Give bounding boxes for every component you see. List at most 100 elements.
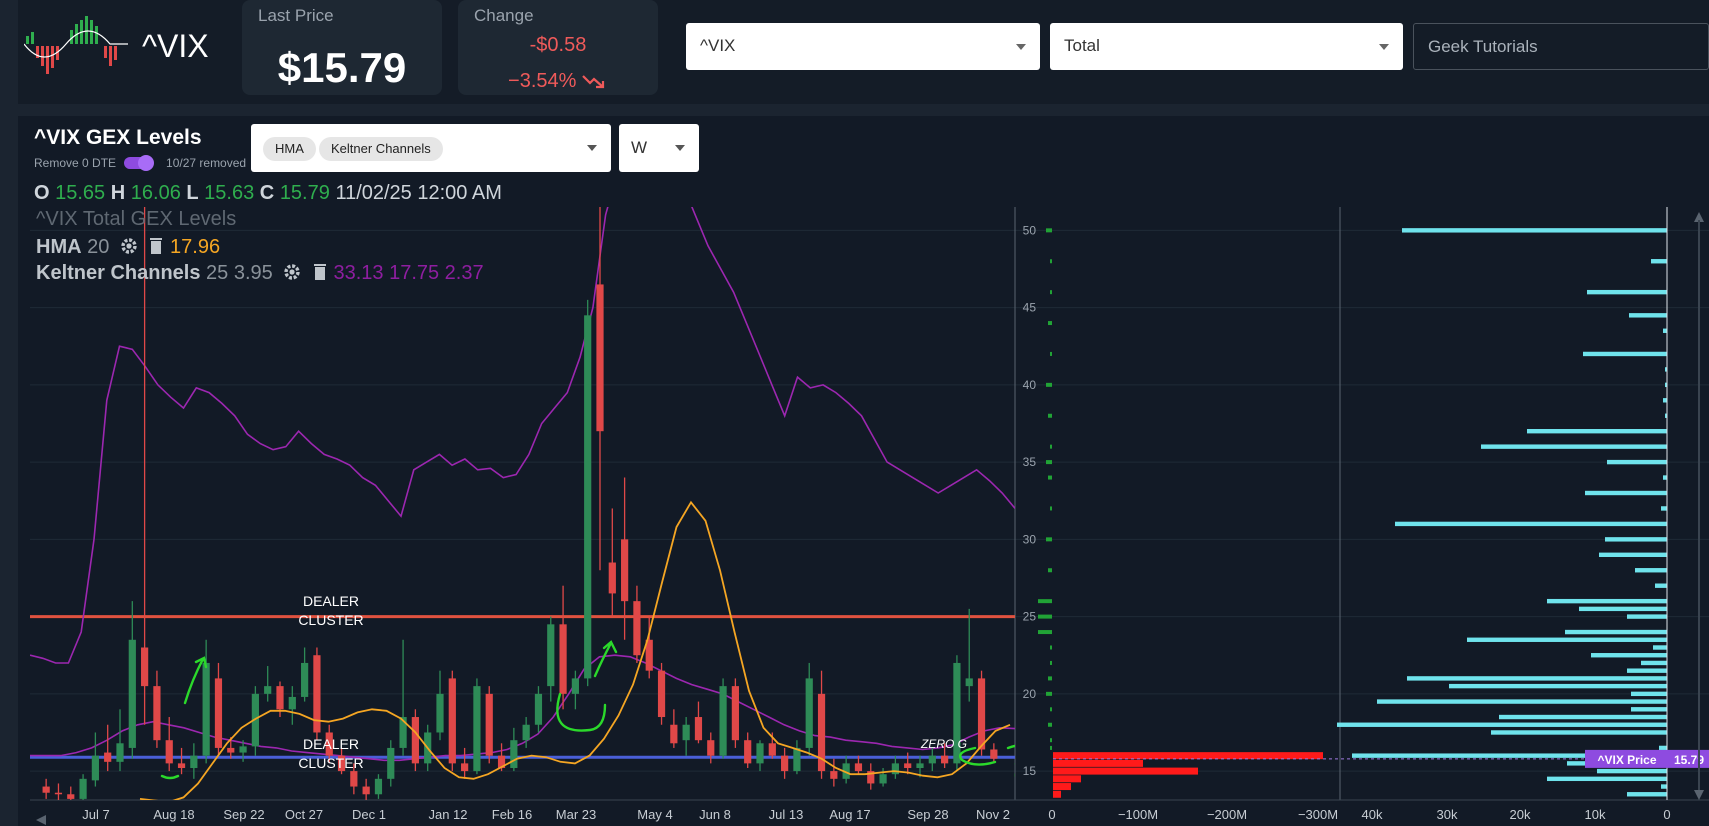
abs-gex-bar [1663,475,1667,480]
abs-gex-bar [1631,691,1667,697]
abs-gex-bar [1607,459,1667,465]
net-gex-bar [1048,722,1052,727]
candle-body [633,601,641,656]
y-tick-label: 35 [1023,455,1037,469]
abs-gex-bar [1627,792,1667,797]
legend-series-title-text: ^VIX Total GEX Levels [36,208,237,230]
gear-icon[interactable] [119,236,139,256]
net-gex-bar [1053,783,1071,791]
chevron-down-icon [587,145,597,151]
net-gex-bar [1050,506,1052,511]
indicator-chip-keltner[interactable]: Keltner Channels [319,137,443,161]
change-pct-text: −3.54% [508,70,577,92]
candle-body [202,662,210,756]
abs-gex-bar [1651,259,1667,264]
remove-0dte-row: Remove 0 DTE 10/27 removed [34,155,247,171]
keltner-upper-line [30,207,1015,664]
net-gex-bar [1053,759,1143,767]
legend-keltner-params: 25 3.95 [206,262,273,284]
abs-gex-bar [1547,598,1667,604]
candle-body [239,746,247,753]
abs-gex-bars [1337,228,1667,797]
abs-gex-bar [1663,328,1667,333]
candle-body [534,693,543,725]
ohlc-c-value: 15.79 [279,182,330,204]
candle-body [177,763,186,769]
hand-annotations [160,640,1015,780]
net-gex-bar [1046,460,1052,465]
net-gex-bar [1050,290,1052,295]
timeframe-select[interactable]: W [619,124,699,172]
indicator-select[interactable]: HMA Keltner Channels [251,124,611,172]
abs-gex-tick-label: 10k [1585,807,1606,822]
hand-arrow-up [593,640,618,678]
candle-body [547,624,555,687]
logo-icon [24,16,128,74]
price-tag-label-bg [1585,749,1669,768]
y-tick-label: 50 [1023,223,1037,237]
gex-type-select[interactable]: Total [1050,23,1403,70]
abs-gex-bar [1395,521,1667,527]
price-pane [30,207,1015,800]
net-gex-bar [1046,691,1052,696]
candle-body [485,693,493,756]
ohlc-o-label: O [34,182,50,204]
trash-icon[interactable] [148,236,164,256]
abs-gex-bar [1591,653,1667,658]
price-tag: ^VIX Price 15.79 [1585,749,1709,768]
candle-body [473,686,481,772]
abs-gex-bar [1599,552,1667,557]
abs-gex-bar [1661,784,1667,789]
abs-gex-tick-label: 30k [1437,807,1458,822]
legend-keltner: Keltner Channels 25 3.95 33.13 17.75 2.3… [36,262,484,285]
chart-panel [18,116,1709,826]
candle-body [990,749,998,759]
candle-body [264,686,272,694]
x-tick-label: Jul 7 [82,807,109,822]
candle-body [374,778,383,795]
candle-body [694,717,703,741]
candle-body [411,717,419,764]
y-tick-label: 15 [1023,764,1037,778]
symbol-select[interactable]: ^VIX [686,23,1040,70]
candle-body [608,562,616,594]
tutorials-select[interactable]: Geek Tutorials [1413,23,1709,70]
candle-body [165,740,173,764]
ohlc-h-value: 16.06 [130,182,181,204]
remove-0dte-toggle[interactable] [124,155,155,171]
change-card: Change -$0.58 −3.54% [458,0,658,95]
ohlc-h-label: H [110,182,126,204]
candle-body [104,752,112,762]
net-gex-pos-bars [1038,228,1052,750]
remove-0dte-label: Remove 0 DTE [34,156,117,170]
net-gex-bar [1048,568,1052,573]
indicator-chip-hma[interactable]: HMA [263,137,316,161]
gear-icon[interactable] [282,262,302,282]
net-gex-bar [1050,351,1052,356]
zero-g-label: ZERO G [920,737,967,751]
abs-gex-bar [1659,745,1667,751]
candle-body [977,678,986,750]
removed-count: 10/27 removed [166,156,247,170]
candle-body [928,755,936,764]
legend-hma-name: HMA [36,236,82,258]
ohlc-datetime: 11/02/25 12:00 AM [335,182,502,204]
candle-body [596,284,604,432]
hand-arrow-up [183,656,208,705]
candle-body [276,686,284,710]
candle-body [350,771,358,787]
abs-gex-tick-label: 20k [1510,807,1531,822]
trash-icon[interactable] [312,262,328,282]
ohlc-l-label: L [186,182,199,204]
net-gex-bar [1038,630,1052,635]
candle-body [756,743,764,764]
legend-hma-value: 17.96 [170,236,221,258]
x-tick-label: Jul 13 [769,807,804,822]
scroll-left-icon [36,815,46,825]
candle-body [768,743,776,756]
last-price-card: Last Price $15.79 [242,0,442,95]
tutorials-select-value: Geek Tutorials [1428,37,1538,56]
x-tick-label: Dec 1 [352,807,386,822]
candle-body [251,693,259,747]
